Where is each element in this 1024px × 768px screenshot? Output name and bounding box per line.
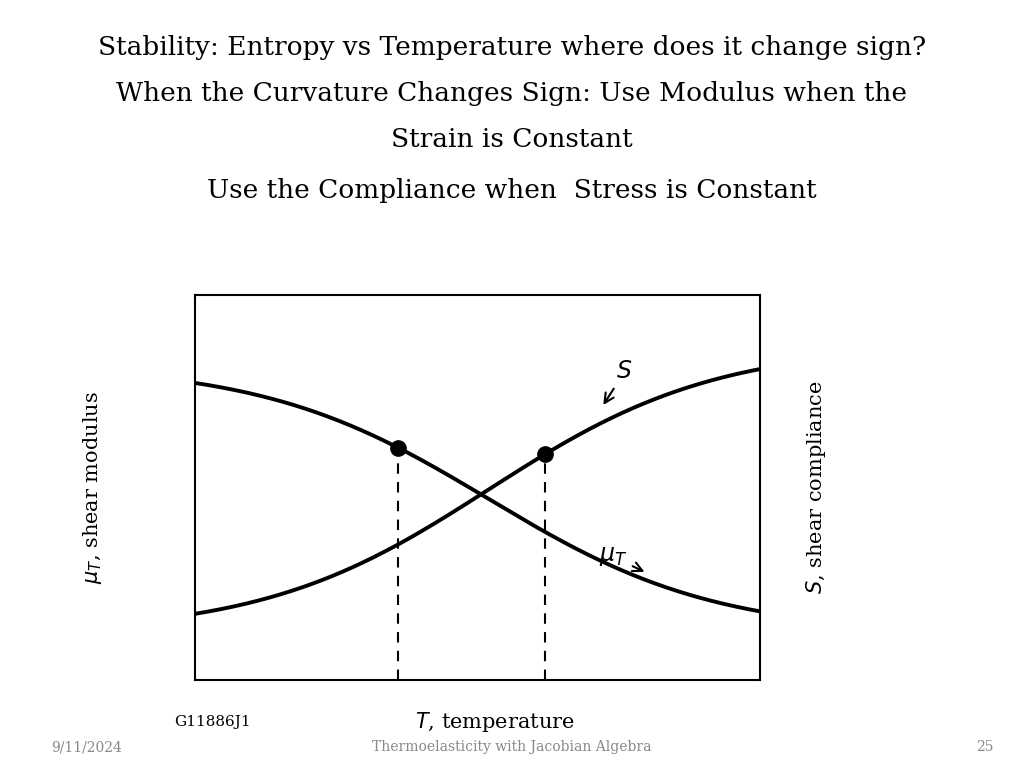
Text: Stability: Entropy vs Temperature where does it change sign?: Stability: Entropy vs Temperature where … [98,35,926,60]
Text: $S$, shear compliance: $S$, shear compliance [804,381,828,594]
Text: $T$, temperature: $T$, temperature [415,710,574,734]
Text: $S$: $S$ [604,360,633,403]
Text: G11886J1: G11886J1 [174,715,251,730]
Text: $\mu_T$: $\mu_T$ [599,545,642,571]
Text: Strain is Constant: Strain is Constant [391,127,633,152]
Text: When the Curvature Changes Sign: Use Modulus when the: When the Curvature Changes Sign: Use Mod… [117,81,907,106]
Text: Use the Compliance when  Stress is Constant: Use the Compliance when Stress is Consta… [207,178,817,204]
Text: Thermoelasticity with Jacobian Algebra: Thermoelasticity with Jacobian Algebra [373,740,651,754]
Text: $\mu_T$, shear modulus: $\mu_T$, shear modulus [81,391,104,584]
Text: 25: 25 [976,740,993,754]
Text: 9/11/2024: 9/11/2024 [51,740,122,754]
